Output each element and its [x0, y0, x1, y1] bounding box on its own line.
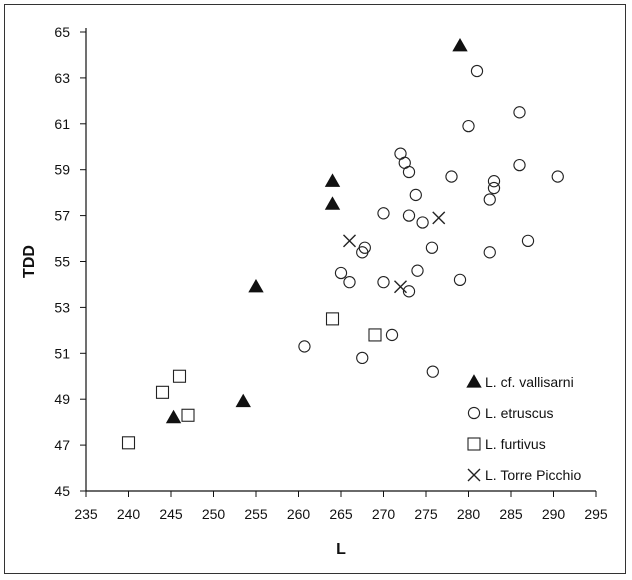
plot-area: [121, 37, 564, 450]
data-point: [324, 196, 341, 210]
data-point: [453, 273, 467, 287]
data-point: [356, 246, 369, 259]
x-tick-label: 235: [74, 506, 98, 522]
data-point: [425, 241, 439, 254]
data-point: [343, 234, 356, 248]
data-point: [483, 193, 496, 206]
data-point: [513, 106, 526, 119]
y-tick-label: 61: [54, 116, 70, 132]
data-point: [411, 264, 424, 277]
x-tick-label: 250: [202, 506, 226, 522]
x-tick-label: 275: [414, 506, 438, 522]
x-tick-label: 240: [117, 506, 141, 522]
y-tick-label: 65: [54, 24, 70, 40]
data-point: [402, 285, 416, 298]
data-point: [155, 385, 170, 399]
axes: 235 240 245 250 255 260 265 270 275 280 285 290 295 4…: [54, 24, 607, 522]
data-point: [452, 37, 468, 52]
data-point: [394, 280, 407, 294]
legend-entry: L. Torre Picchio: [485, 467, 581, 483]
x-tick-label: 295: [584, 506, 608, 522]
y-tick-label: 57: [54, 208, 70, 224]
data-point: [402, 165, 416, 179]
data-point: [462, 119, 475, 133]
data-point: [402, 209, 416, 222]
y-axis-label: TDD: [21, 245, 38, 278]
data-point: [181, 408, 195, 422]
x-tick-label: 290: [542, 506, 566, 522]
x-axis-label: L: [336, 541, 346, 558]
x-tick-label: 270: [372, 506, 396, 522]
data-point: [377, 207, 390, 220]
data-point: [324, 173, 341, 187]
data-point: [432, 211, 446, 225]
x-tick-label: 265: [329, 506, 353, 522]
data-point: [487, 175, 501, 188]
data-point: [551, 170, 564, 183]
data-point: [325, 312, 340, 326]
data-point: [368, 328, 382, 342]
legend-entry: L. cf. vallisarni: [485, 374, 574, 390]
data-point: [487, 181, 501, 195]
data-point: [385, 328, 399, 342]
data-point: [445, 170, 458, 183]
x-tick-label: 285: [499, 506, 523, 522]
y-tick-label: 47: [54, 437, 70, 453]
data-point: [513, 158, 526, 172]
data-point: [521, 234, 535, 247]
legend-marker-triangle-filled-icon: [466, 374, 482, 388]
legend-entry: L. etruscus: [485, 405, 553, 421]
legend-marker-x-icon: [467, 468, 481, 482]
data-point: [165, 409, 182, 424]
y-tick-label: 59: [54, 162, 70, 178]
y-tick-label: 49: [54, 391, 70, 407]
chart-frame: [4, 4, 626, 574]
y-tick-label: 63: [54, 70, 70, 86]
data-point: [416, 216, 429, 229]
data-point: [470, 64, 484, 78]
data-point: [235, 393, 251, 408]
data-point: [298, 340, 311, 353]
x-tick-label: 260: [287, 506, 311, 522]
data-point: [377, 276, 390, 289]
x-tick-label: 245: [159, 506, 183, 522]
x-tick-label: 255: [244, 506, 268, 522]
y-tick-label: 53: [54, 299, 70, 315]
data-point: [121, 436, 136, 450]
data-point: [356, 351, 369, 365]
data-point: [343, 276, 356, 289]
data-point: [426, 365, 439, 378]
legend: L. cf. vallisarni L. etruscus L. furtivus L…: [466, 374, 581, 483]
y-tick-label: 45: [54, 483, 70, 499]
data-point: [409, 188, 422, 202]
data-point: [248, 278, 264, 293]
y-tick-label: 51: [54, 345, 70, 361]
x-tick-label: 280: [457, 506, 481, 522]
data-point: [483, 246, 496, 259]
data-point: [334, 266, 348, 280]
legend-entry: L. furtivus: [485, 436, 546, 452]
y-tick-label: 55: [54, 254, 70, 270]
legend-marker-circle-open-icon: [467, 406, 481, 420]
data-point: [172, 369, 187, 383]
legend-marker-square-open-icon: [467, 437, 481, 451]
